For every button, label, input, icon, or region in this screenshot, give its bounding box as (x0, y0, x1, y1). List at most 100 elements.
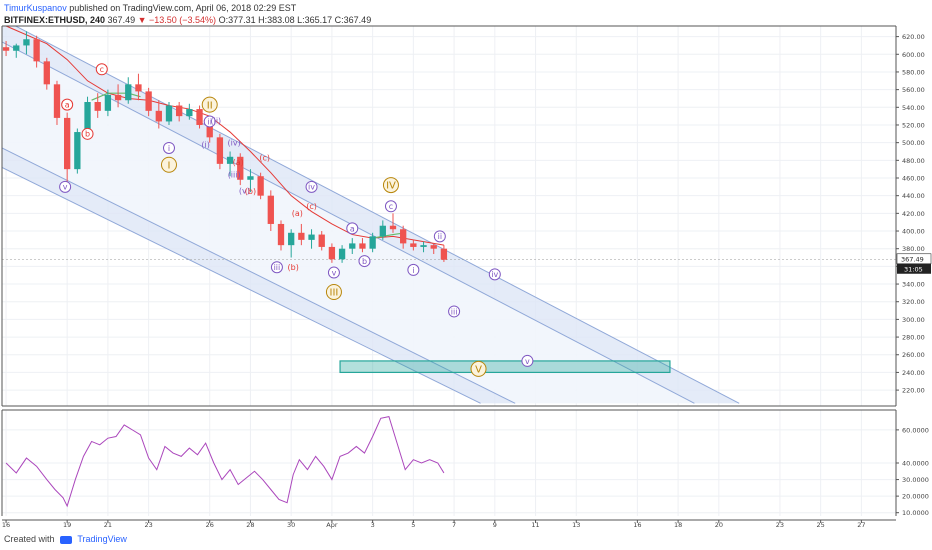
wave-label-circle (61, 98, 74, 111)
wave-label: V (470, 360, 487, 377)
price-tick-label: 260.00 (902, 351, 925, 359)
candle-body (247, 176, 254, 180)
candle (186, 103, 193, 120)
time-tick-label: 5 (411, 521, 415, 529)
wave-label-text: a (65, 101, 70, 110)
price-tick-label: 500.00 (902, 139, 925, 147)
symbol-label[interactable]: BITFINEX:ETHUSD, 240 (4, 15, 106, 25)
wave-label-circle (270, 261, 283, 274)
wave-label: III (325, 284, 342, 300)
price-tick-label: 620.00 (902, 33, 925, 41)
candle-body (43, 61, 50, 85)
candle (430, 243, 437, 254)
wave-label: (c) (259, 154, 270, 163)
published-text: published on TradingView.com, April 06, … (69, 3, 297, 13)
wave-label: iii (270, 261, 283, 274)
time-tick-label: 28 (246, 521, 254, 529)
candle (226, 151, 234, 177)
wave-label: c (384, 200, 397, 213)
wave-label-circle (521, 354, 534, 367)
candle-body (216, 137, 224, 164)
candle-body (94, 102, 101, 111)
wave-label-text: a (350, 224, 355, 233)
candle (420, 241, 427, 253)
wave-label-text: iii (451, 307, 458, 316)
candle (338, 245, 346, 263)
wave-label: a (61, 98, 74, 111)
wave-label: (c) (306, 202, 317, 211)
wave-label-text: ii (438, 232, 442, 241)
wave-label: b (358, 255, 371, 268)
candles (2, 31, 448, 263)
channel-line (2, 41, 695, 404)
wave-label-circle (95, 63, 108, 76)
candle (33, 35, 40, 68)
candle-body (33, 39, 40, 62)
wave-label-circle (201, 96, 218, 113)
candle (2, 41, 10, 57)
rsi-tick-label: 20.0000 (902, 493, 929, 501)
time-tick-label: 3 (371, 521, 375, 529)
price-tick-label: 520.00 (902, 121, 925, 129)
wave-label-circle (325, 284, 342, 300)
candle-body (389, 225, 397, 230)
countdown-tag (897, 263, 931, 274)
time-tick-label: 21 (104, 521, 112, 529)
candle-body (186, 109, 193, 117)
target-zone-box (339, 360, 671, 374)
countdown-label: 31:05 (904, 265, 923, 273)
candle-body (369, 236, 376, 249)
wave-label-text: i (412, 266, 414, 275)
wave-label-circle (305, 180, 318, 193)
time-tick-label: 23 (776, 521, 784, 529)
wave-label-text: iii (274, 263, 281, 272)
price-tick-label: 560.00 (902, 86, 925, 94)
candle (359, 238, 366, 253)
candle (349, 238, 356, 254)
time-tick-label: 20 (715, 521, 723, 529)
wave-label: (b) (245, 187, 256, 196)
candle (104, 89, 112, 117)
wave-label-circle (346, 222, 359, 235)
candle-body (379, 225, 386, 237)
candle (277, 220, 285, 251)
wave-label-circle (470, 360, 487, 377)
time-tick-label: 19 (63, 521, 71, 529)
wave-label: ii (433, 230, 446, 243)
price-change: ▼ −13.50 (−3.54%) (137, 15, 217, 25)
wave-label-text: v (525, 357, 530, 366)
wave-label-circle (203, 115, 216, 128)
candle-body (328, 246, 336, 260)
price-tick-label: 320.00 (902, 298, 925, 306)
candle-body (165, 105, 173, 122)
candle (400, 225, 407, 249)
candle (94, 93, 101, 118)
wave-label-text: c (100, 65, 104, 74)
wave-label-circle (433, 230, 446, 243)
wave-label: i (162, 141, 175, 154)
wave-label-circle (382, 177, 399, 194)
wave-label-text: iv (308, 183, 315, 192)
candle-body (125, 84, 132, 101)
candle (389, 213, 397, 233)
wave-label-text: i (168, 144, 170, 153)
wave-label-text: (a) (233, 158, 244, 167)
time-tick-label: 23 (144, 521, 152, 529)
author-link[interactable]: TimurKuspanov (4, 3, 67, 13)
candle (176, 102, 183, 122)
time-tick-label: 13 (572, 521, 580, 529)
time-tick-label: 16 (2, 521, 10, 529)
wave-label-text: (v) (239, 186, 250, 195)
symbol-line: BITFINEX:ETHUSD, 240 367.49 ▼ −13.50 (−3… (4, 14, 371, 26)
tradingview-link[interactable]: TradingView (77, 534, 127, 544)
wave-label-circle (488, 268, 501, 281)
time-tick-label: 18 (674, 521, 682, 529)
candle (237, 153, 244, 186)
wave-label: I (160, 156, 177, 173)
candle (114, 84, 122, 108)
chart-header: TimurKuspanov published on TradingView.c… (4, 2, 371, 26)
channel-line (2, 166, 481, 404)
candle (74, 128, 81, 174)
